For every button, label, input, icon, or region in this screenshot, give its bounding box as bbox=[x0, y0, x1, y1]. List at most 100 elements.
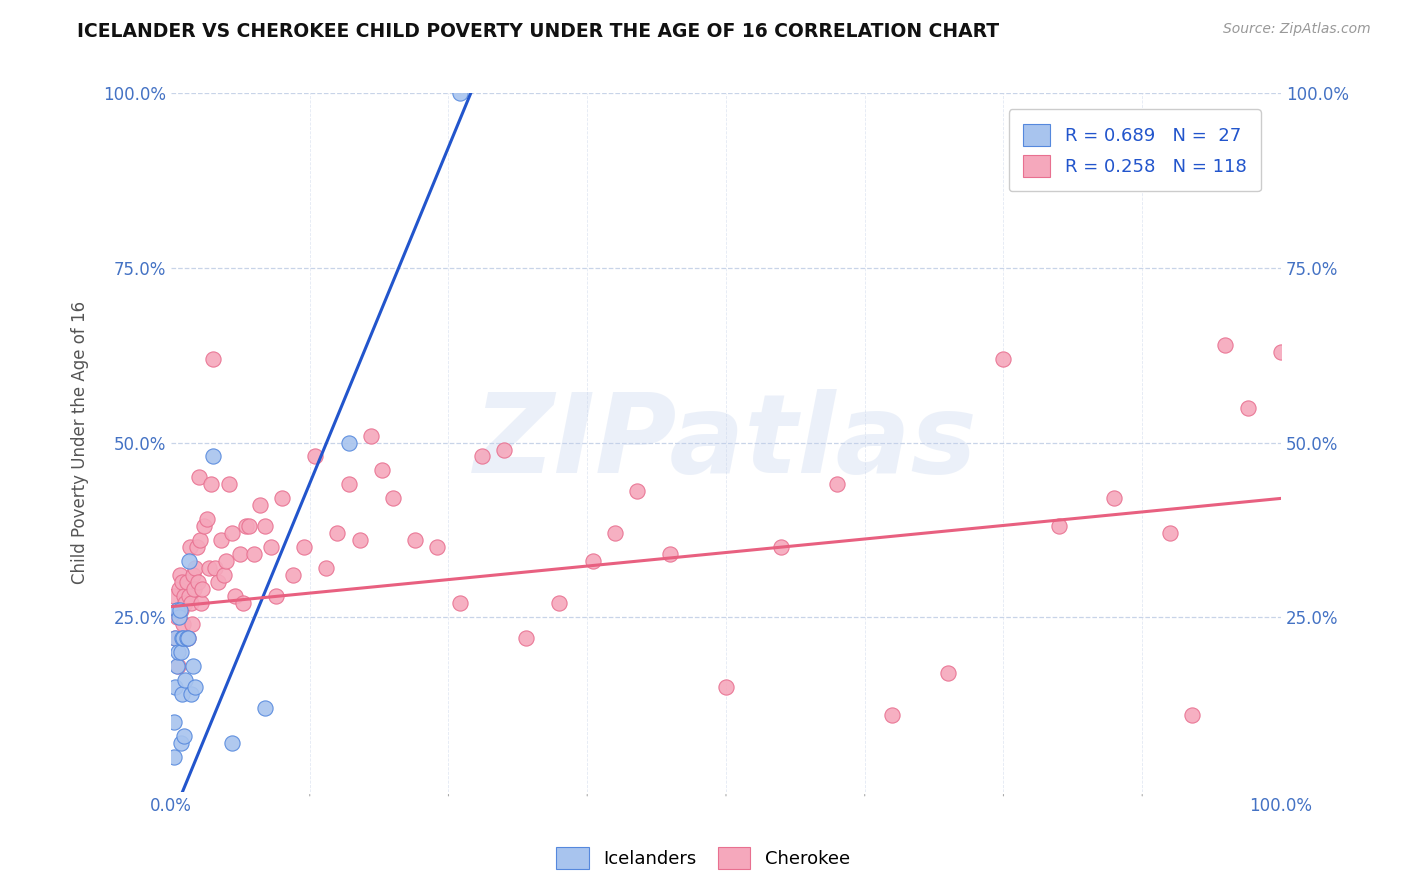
Point bbox=[254, 701, 277, 715]
Point bbox=[281, 568, 304, 582]
Text: Source: ZipAtlas.com: Source: ZipAtlas.com bbox=[1223, 22, 1371, 37]
Point bbox=[163, 714, 186, 729]
Point bbox=[404, 533, 426, 548]
Point bbox=[238, 519, 260, 533]
Point bbox=[1047, 519, 1070, 533]
Point bbox=[449, 87, 471, 101]
Point bbox=[179, 541, 201, 555]
Point bbox=[173, 589, 195, 603]
Point bbox=[180, 596, 202, 610]
Point bbox=[229, 547, 252, 561]
Point bbox=[371, 463, 394, 477]
Point bbox=[180, 687, 202, 701]
Point bbox=[184, 561, 207, 575]
Point bbox=[169, 568, 191, 582]
Point bbox=[173, 729, 195, 743]
Point bbox=[260, 541, 283, 555]
Point bbox=[172, 687, 194, 701]
Point bbox=[181, 617, 204, 632]
Point bbox=[177, 554, 200, 568]
Point bbox=[326, 526, 349, 541]
Point bbox=[170, 645, 193, 659]
Point bbox=[167, 582, 190, 597]
Text: ZIPatlas: ZIPatlas bbox=[474, 389, 977, 496]
Point bbox=[166, 645, 188, 659]
Point bbox=[1270, 344, 1292, 359]
Point bbox=[166, 659, 188, 673]
Point bbox=[232, 596, 254, 610]
Point bbox=[184, 680, 207, 694]
Point bbox=[172, 631, 194, 645]
Point bbox=[825, 477, 848, 491]
Point bbox=[190, 596, 212, 610]
Point bbox=[172, 575, 194, 590]
Point bbox=[187, 575, 209, 590]
Point bbox=[349, 533, 371, 548]
Point bbox=[202, 450, 225, 464]
Point bbox=[181, 568, 204, 582]
Point bbox=[449, 596, 471, 610]
Point bbox=[176, 631, 198, 645]
Point bbox=[1181, 707, 1204, 722]
Point bbox=[1215, 338, 1237, 352]
Point bbox=[315, 561, 337, 575]
Point bbox=[337, 477, 360, 491]
Point bbox=[176, 631, 198, 645]
Point bbox=[659, 547, 682, 561]
Point bbox=[548, 596, 571, 610]
Point bbox=[337, 435, 360, 450]
Point bbox=[1104, 491, 1126, 506]
Point bbox=[382, 491, 405, 506]
Point bbox=[993, 351, 1015, 366]
Point bbox=[200, 477, 222, 491]
Point bbox=[165, 631, 187, 645]
Point bbox=[176, 575, 198, 590]
Legend: R = 0.689   N =  27, R = 0.258   N = 118: R = 0.689 N = 27, R = 0.258 N = 118 bbox=[1008, 110, 1261, 192]
Point bbox=[515, 631, 537, 645]
Point bbox=[1159, 526, 1181, 541]
Point bbox=[770, 541, 793, 555]
Point bbox=[254, 519, 277, 533]
Point bbox=[166, 659, 188, 673]
Point bbox=[163, 589, 186, 603]
Point bbox=[224, 589, 246, 603]
Point bbox=[221, 526, 243, 541]
Point bbox=[360, 428, 382, 442]
Point bbox=[166, 603, 188, 617]
Point bbox=[181, 659, 204, 673]
Point bbox=[266, 589, 288, 603]
Point bbox=[492, 442, 515, 457]
Point bbox=[626, 484, 648, 499]
Point bbox=[214, 568, 236, 582]
Point bbox=[172, 617, 194, 632]
Point bbox=[177, 589, 200, 603]
Point bbox=[215, 554, 238, 568]
Point bbox=[186, 541, 208, 555]
Point bbox=[426, 541, 449, 555]
Point bbox=[169, 603, 191, 617]
Point bbox=[235, 519, 257, 533]
Point bbox=[304, 450, 326, 464]
Point bbox=[204, 561, 226, 575]
Point bbox=[207, 575, 229, 590]
Point bbox=[167, 610, 190, 624]
Point bbox=[163, 749, 186, 764]
Point bbox=[166, 610, 188, 624]
Y-axis label: Child Poverty Under the Age of 16: Child Poverty Under the Age of 16 bbox=[72, 301, 89, 584]
Point bbox=[202, 351, 225, 366]
Point bbox=[1236, 401, 1258, 415]
Point bbox=[603, 526, 626, 541]
Point bbox=[187, 470, 209, 484]
Point bbox=[195, 512, 218, 526]
Point bbox=[165, 680, 187, 694]
Point bbox=[197, 561, 219, 575]
Point bbox=[218, 477, 240, 491]
Point bbox=[174, 673, 197, 687]
Point bbox=[183, 582, 205, 597]
Point bbox=[292, 541, 315, 555]
Point bbox=[193, 519, 215, 533]
Point bbox=[174, 596, 197, 610]
Text: ICELANDER VS CHEROKEE CHILD POVERTY UNDER THE AGE OF 16 CORRELATION CHART: ICELANDER VS CHEROKEE CHILD POVERTY UNDE… bbox=[77, 22, 1000, 41]
Point bbox=[191, 582, 214, 597]
Point bbox=[165, 631, 187, 645]
